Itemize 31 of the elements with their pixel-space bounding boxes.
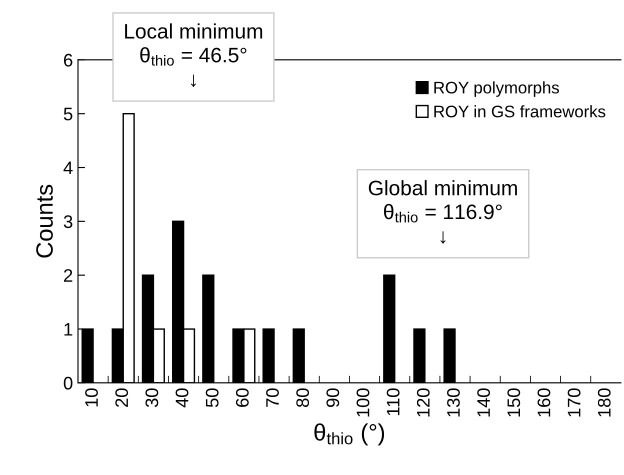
x-tick-label: 140 xyxy=(477,388,490,416)
y-tick-label: 0 xyxy=(64,376,72,390)
x-tick-label: 20 xyxy=(115,388,128,407)
legend-label: ROY in GS frameworks xyxy=(434,105,606,118)
y-tick-label: 1 xyxy=(64,323,72,336)
y-tick-label: 6 xyxy=(64,54,72,67)
x-tick-label: 130 xyxy=(447,388,460,416)
annotation: Global minimum θ$_{thio}$ = 116.9° ↓ xyxy=(368,180,517,244)
x-tick-label: 170 xyxy=(568,388,580,416)
x-tick-label: 50 xyxy=(206,388,219,408)
x-tick-label: 40 xyxy=(176,388,188,408)
x-axis-title: θ$_{thio}$ (°) xyxy=(314,423,384,446)
y-tick-label: 3 xyxy=(64,215,72,228)
x-tick-label: 80 xyxy=(296,388,310,408)
y-tick-label: 2 xyxy=(64,269,72,282)
x-tick-label: 180 xyxy=(598,388,611,416)
x-tick-label: 100 xyxy=(356,388,370,416)
x-tick-label: 110 xyxy=(386,388,400,416)
x-tick-label: 160 xyxy=(538,388,550,416)
x-tick-label: 90 xyxy=(326,388,340,407)
x-tick-label: 120 xyxy=(416,388,430,416)
y-tick-label: 5 xyxy=(64,108,72,120)
x-tick-label: 70 xyxy=(266,388,279,407)
y-axis-title: Counts xyxy=(36,184,53,258)
x-tick-label: 60 xyxy=(236,388,249,407)
legend-label: ROY polymorphs xyxy=(434,81,559,97)
y-tick-label: 4 xyxy=(64,162,73,174)
x-tick-label: 30 xyxy=(145,388,158,408)
x-tick-label: 10 xyxy=(85,388,98,406)
annotation: Local minimum θ$_{thio}$ = 46.5° ↓ xyxy=(125,23,262,87)
x-tick-label: 150 xyxy=(507,388,520,416)
